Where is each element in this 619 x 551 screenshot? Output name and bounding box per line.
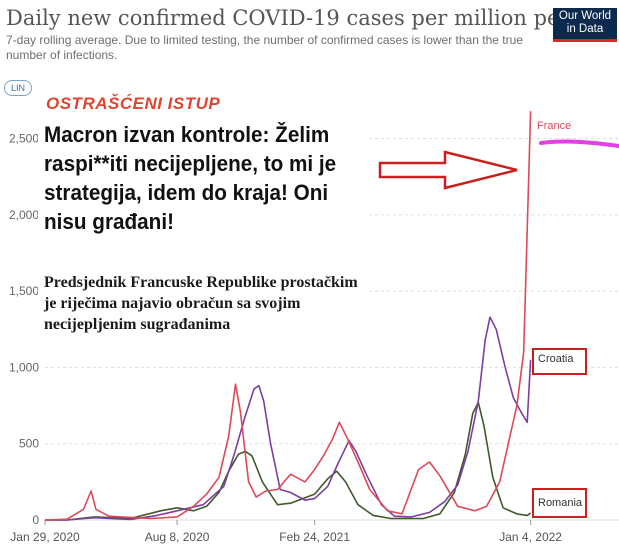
y-tick-label: 2,000 [9,208,39,222]
highlight-stroke [539,139,619,148]
annotations: France [378,120,619,190]
x-tick-label: Feb 24, 2021 [279,530,350,544]
romania-label-box: Romania [532,488,587,518]
logo-line-1: Our World [558,10,612,22]
owid-logo[interactable]: Our World in Data [553,8,617,42]
france-series-label: France [537,120,571,132]
x-tick-label: Jan 29, 2020 [10,530,80,544]
article-lead: Predsjednik Francuske Republike prostačk… [44,274,358,333]
linear-scale-toggle[interactable]: LIN [4,80,33,96]
x-axis-ticks: Jan 29, 2020 Aug 8, 2020 Feb 24, 2021 Jan 4… [10,520,562,544]
x-tick-label: Aug 8, 2020 [145,530,210,544]
y-tick-label: 500 [19,437,39,451]
x-tick-label: Jan 4, 2022 [499,530,562,544]
series-line-croatia [45,316,532,521]
romania-series-label: Romania [538,497,583,509]
y-axis-ticks: 0 500 1,000 1,500 2,000 2,500 [9,132,39,527]
chart-title: Daily new confirmed COVID-19 cases per m… [6,6,605,30]
y-tick-label: 0 [32,513,39,527]
croatia-label-box: Croatia [532,348,587,375]
y-tick-label: 1,500 [9,284,39,298]
article-headline: Macron izvan kontrole: Želim raspi**iti … [44,122,337,234]
gridlines [45,138,619,521]
series-line-romania [45,401,532,521]
article-kicker: OSTRAŠĆENI ISTUP [46,94,221,113]
news-article-overlay: OSTRAŠĆENI ISTUP Macron izvan kontrole: … [38,88,368,356]
series-line-france [44,111,532,521]
annotation-arrow [378,150,518,190]
series-lines [44,111,532,521]
y-tick-label: 1,000 [9,360,39,374]
chart-subtitle: 7-day rolling average. Due to limited te… [6,33,523,62]
croatia-series-label: Croatia [538,353,574,365]
y-tick-label: 2,500 [9,132,39,146]
logo-line-2: in Data [566,23,604,35]
